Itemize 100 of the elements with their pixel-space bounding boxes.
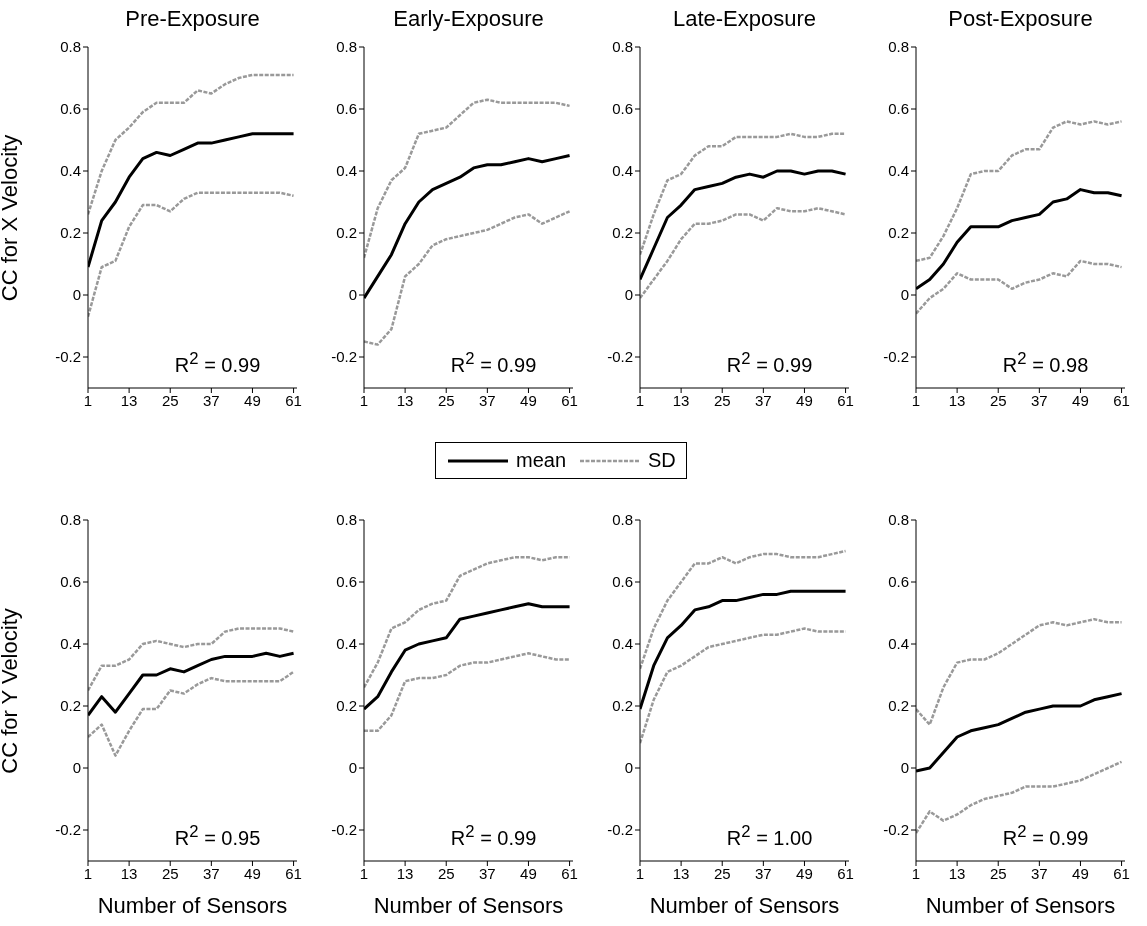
x-tick-label: 1 xyxy=(911,864,921,882)
y-tick-label: 0.4 xyxy=(612,635,633,653)
y-tick-label: 0.6 xyxy=(888,573,909,591)
y-tick-label: 0.2 xyxy=(888,224,909,242)
y-tick-label: 0.8 xyxy=(612,511,633,529)
y-tick-label: 0.8 xyxy=(888,511,909,529)
y-tick-label: 0.8 xyxy=(60,38,81,56)
y-tick-label: 0 xyxy=(900,286,909,304)
annotation: R$^{2}$ = 0.98 xyxy=(1002,349,1089,377)
x-tick-label: 49 xyxy=(796,864,813,882)
x-tick-label: 13 xyxy=(396,391,414,409)
chart-title: Early-Exposure xyxy=(392,6,545,32)
y-tick-label: 0 xyxy=(72,759,81,777)
x-tick-label: 25 xyxy=(713,391,731,409)
x-tick-label: 37 xyxy=(203,391,220,409)
y-tick-label: 0.2 xyxy=(336,697,357,715)
x-tick-label: 49 xyxy=(244,391,261,409)
x-tick-label: 25 xyxy=(989,391,1007,409)
x-tick-label: 25 xyxy=(161,391,179,409)
x-tick-label: 49 xyxy=(796,391,813,409)
x-tick-label: 1 xyxy=(635,391,645,409)
annotation: R$^{2}$ = 0.95 xyxy=(174,822,261,850)
line-series xyxy=(640,206,847,300)
x-tick-label: 13 xyxy=(120,391,138,409)
x-tick-label: 1 xyxy=(911,391,921,409)
x-tick-label: 61 xyxy=(285,391,302,409)
annotation: R$^{2}$ = 0.99 xyxy=(450,822,537,850)
x-tick-label: 13 xyxy=(948,864,966,882)
x-tick-label: 13 xyxy=(672,864,690,882)
x-tick-label: 61 xyxy=(1113,864,1130,882)
x-tick-label: 37 xyxy=(479,864,496,882)
x-tick-label: 61 xyxy=(285,864,302,882)
x-tick-label: 25 xyxy=(437,391,455,409)
legend-label: mean xyxy=(516,449,567,472)
line-series xyxy=(88,670,295,757)
x-tick-label: 1 xyxy=(359,391,369,409)
y-tick-label: 0.4 xyxy=(60,162,81,180)
x-tick-label: 1 xyxy=(83,391,93,409)
y-tick-label: 0.2 xyxy=(612,224,633,242)
chart-title: Post-Exposure xyxy=(947,6,1094,32)
annotation: R$^{2}$ = 0.99 xyxy=(174,349,261,377)
x-tick-label: 49 xyxy=(1072,391,1089,409)
line-series xyxy=(916,259,1123,315)
y-tick-label: 0.6 xyxy=(612,100,633,118)
y-tick-label: 0.2 xyxy=(612,697,633,715)
x-tick-label: 25 xyxy=(161,864,179,882)
legend-label: SD xyxy=(648,449,676,472)
y-tick-label: -0.2 xyxy=(607,821,633,839)
y-tick-label: 0 xyxy=(348,759,357,777)
y-tick-label: 0.6 xyxy=(336,573,357,591)
x-axis-title: Number of Sensors xyxy=(373,893,564,919)
y-tick-label: -0.2 xyxy=(607,348,633,366)
x-tick-label: 13 xyxy=(396,864,414,882)
x-tick-label: 49 xyxy=(520,391,537,409)
x-tick-label: 1 xyxy=(83,864,93,882)
y-axis-title: CC for Y Velocity xyxy=(0,607,23,774)
y-tick-label: 0.4 xyxy=(888,162,909,180)
x-tick-label: 37 xyxy=(203,864,220,882)
annotation: R$^{2}$ = 0.99 xyxy=(1002,822,1089,850)
x-tick-label: 25 xyxy=(437,864,455,882)
y-tick-label: 0.4 xyxy=(612,162,633,180)
y-tick-label: 0.6 xyxy=(888,100,909,118)
x-tick-label: 37 xyxy=(1031,864,1048,882)
line-series xyxy=(364,210,571,346)
y-tick-label: 0.6 xyxy=(612,573,633,591)
y-tick-label: 0.4 xyxy=(60,635,81,653)
x-tick-label: 49 xyxy=(520,864,537,882)
y-tick-label: 0.8 xyxy=(336,511,357,529)
x-axis-title: Number of Sensors xyxy=(649,893,840,919)
x-tick-label: 61 xyxy=(561,864,578,882)
y-tick-label: 0 xyxy=(348,286,357,304)
y-tick-label: 0 xyxy=(624,759,633,777)
line-series xyxy=(640,549,847,671)
y-tick-label: 0 xyxy=(624,286,633,304)
line-series xyxy=(916,617,1123,726)
y-tick-label: -0.2 xyxy=(331,821,357,839)
x-axis-title: Number of Sensors xyxy=(97,893,288,919)
line-series xyxy=(88,191,295,318)
y-tick-label: 0.6 xyxy=(60,100,81,118)
y-tick-label: 0.4 xyxy=(336,162,357,180)
x-tick-label: 13 xyxy=(948,391,966,409)
x-tick-label: 61 xyxy=(1113,391,1130,409)
x-tick-label: 61 xyxy=(837,391,854,409)
line-series xyxy=(364,652,571,733)
x-tick-label: 37 xyxy=(1031,391,1048,409)
x-tick-label: 49 xyxy=(244,864,261,882)
x-tick-label: 13 xyxy=(672,391,690,409)
y-tick-label: 0.2 xyxy=(336,224,357,242)
x-tick-label: 49 xyxy=(1072,864,1089,882)
x-tick-label: 37 xyxy=(755,391,772,409)
y-tick-label: 0 xyxy=(72,286,81,304)
line-series xyxy=(88,627,295,692)
y-tick-label: 0.2 xyxy=(60,224,81,242)
line-series xyxy=(364,555,571,689)
line-series xyxy=(640,132,847,256)
annotation: R$^{2}$ = 1.00 xyxy=(726,822,813,850)
x-axis-title: Number of Sensors xyxy=(925,893,1116,919)
y-axis-title: CC for X Velocity xyxy=(0,134,23,301)
y-tick-label: -0.2 xyxy=(331,348,357,366)
y-tick-label: 0.8 xyxy=(60,511,81,529)
